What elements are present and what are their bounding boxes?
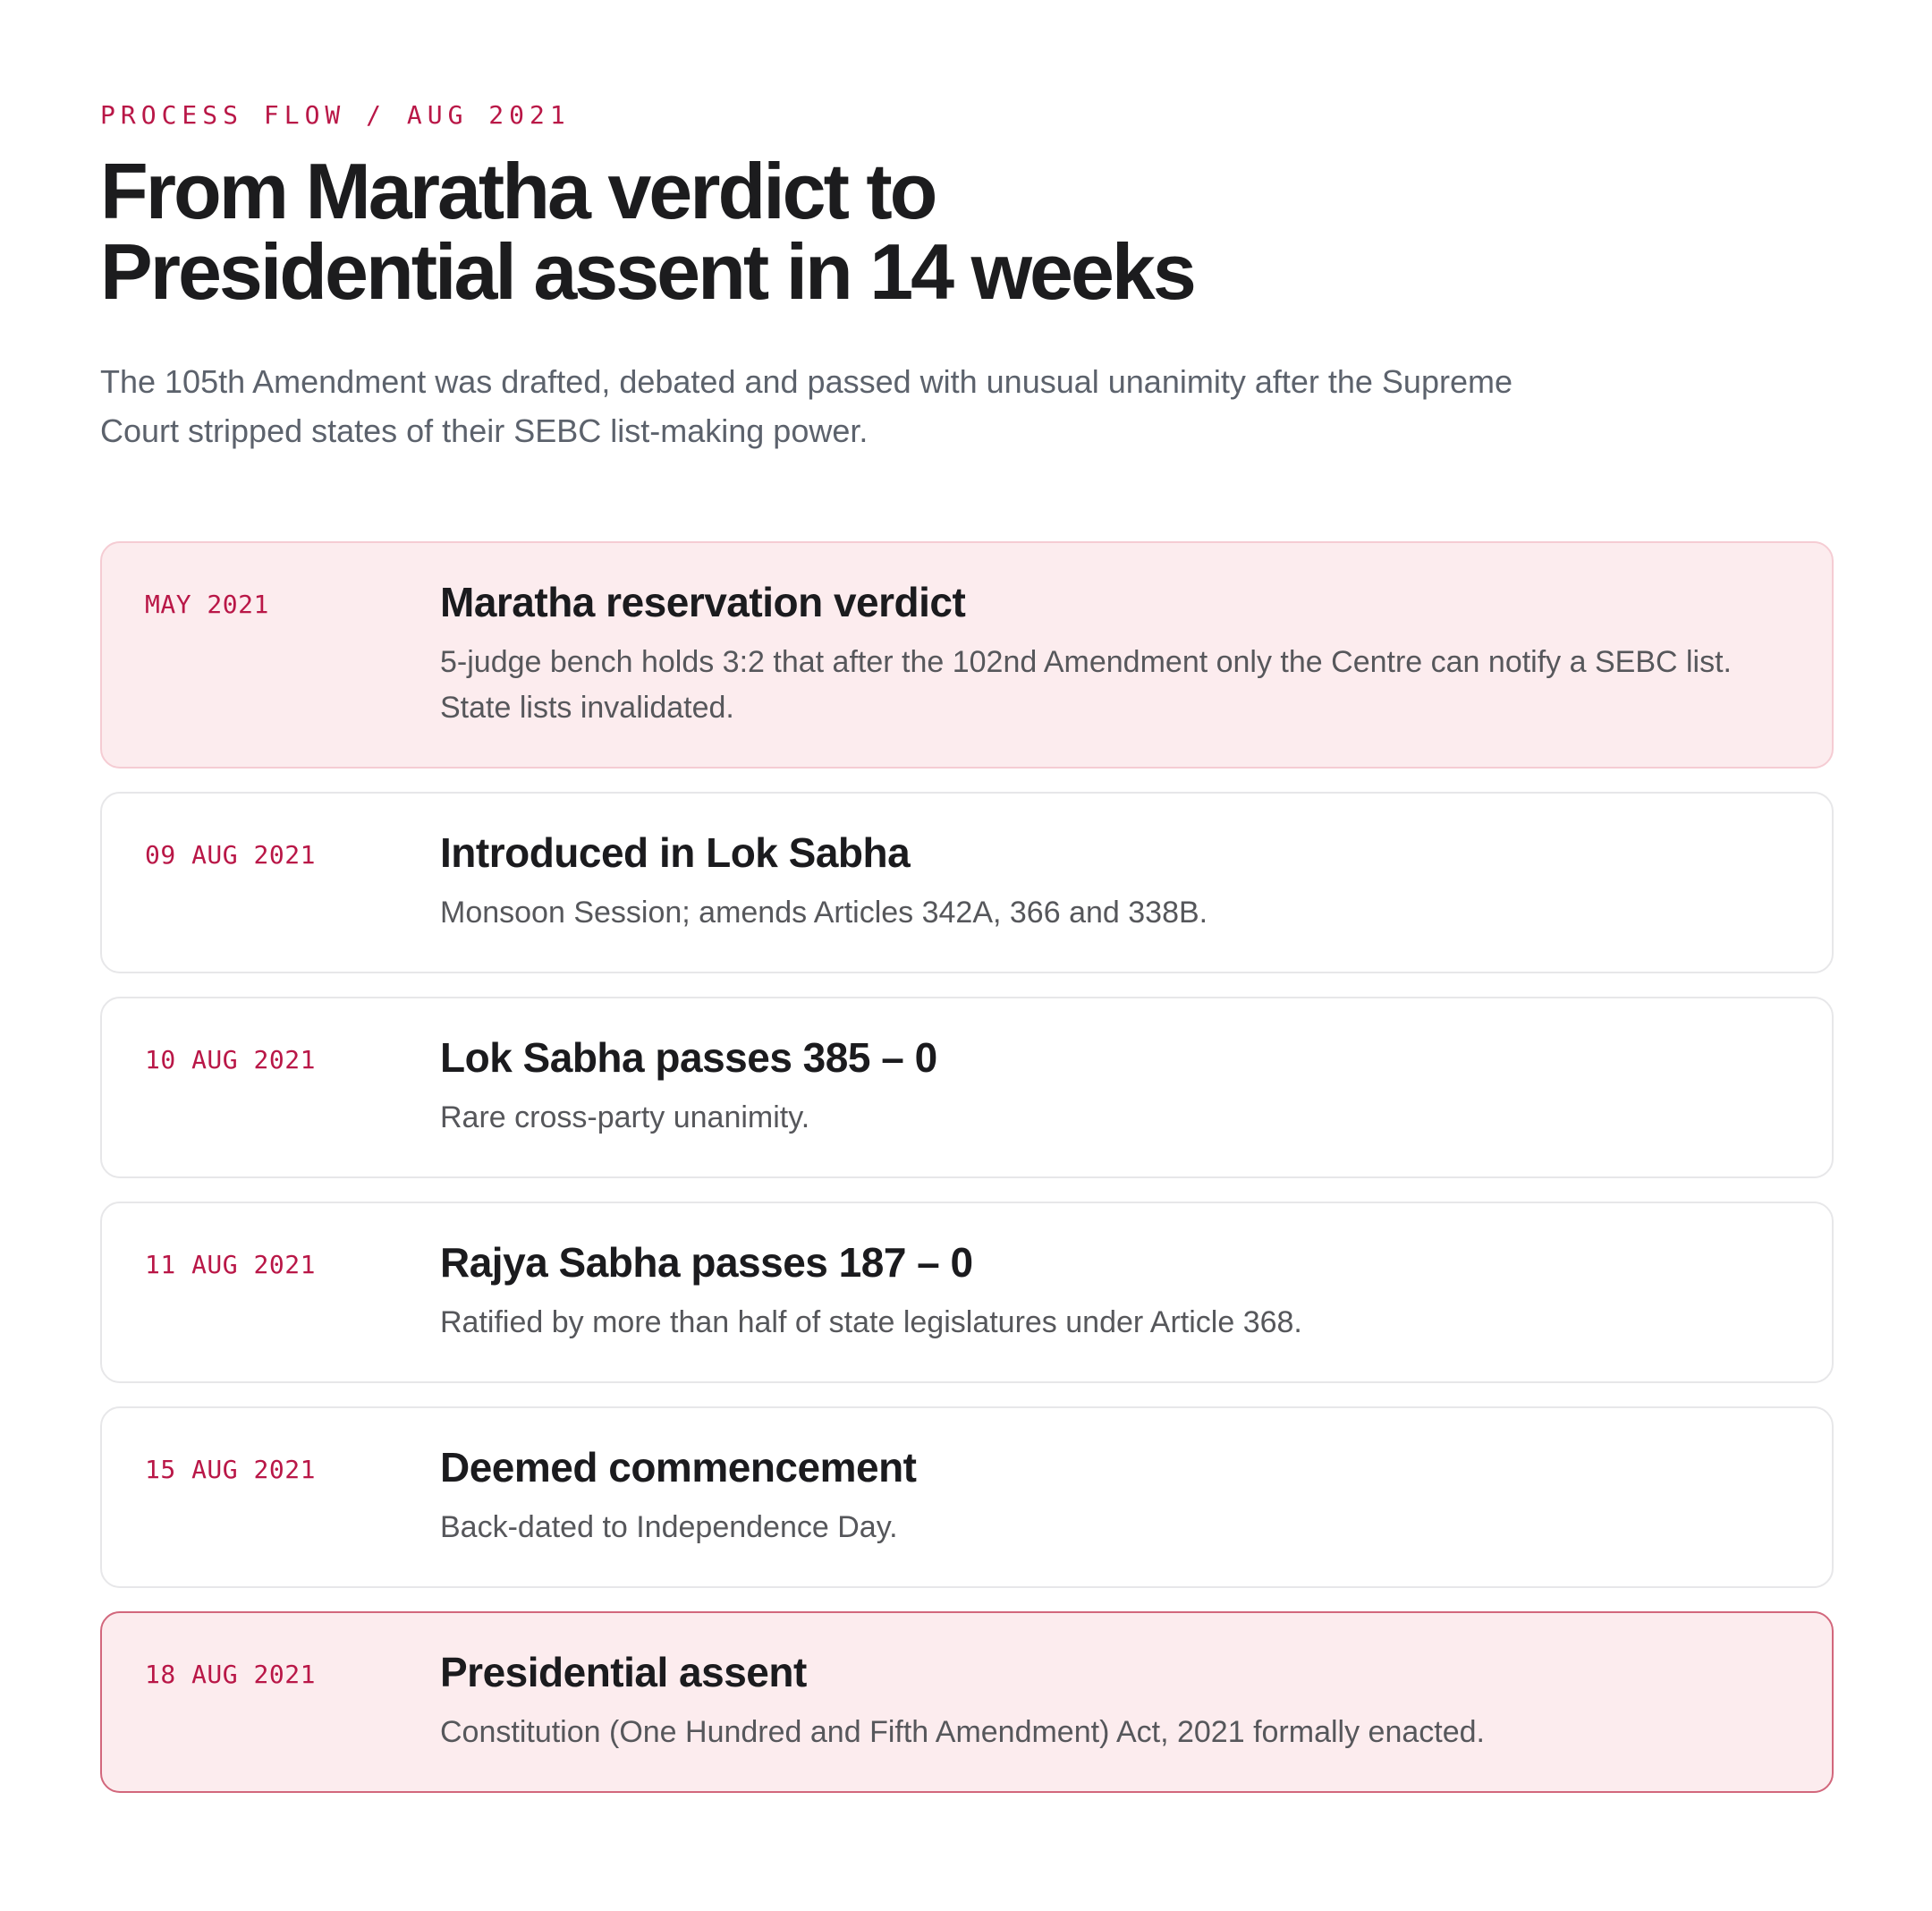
event-date: 09 AUG 2021	[145, 840, 316, 870]
event-title: Deemed commencement	[440, 1444, 917, 1491]
event-content: Rajya Sabha passes 187 – 0 Ratified by m…	[440, 1239, 1789, 1346]
event-description: Monsoon Session; amends Articles 342A, 3…	[440, 896, 1208, 930]
timeline-card-introduced-lok-sabha: 09 AUG 2021 Introduced in Lok Sabha Mons…	[100, 792, 1834, 973]
event-title: Maratha reservation verdict	[440, 579, 966, 625]
page-eyebrow: PROCESS FLOW / AUG 2021	[100, 100, 571, 130]
timeline-card-presidential-assent: 18 AUG 2021 Presidential assent Constitu…	[100, 1611, 1834, 1793]
page-title-line-1: From Maratha verdict to	[100, 147, 937, 235]
event-description: Ratified by more than half of state legi…	[440, 1305, 1302, 1339]
event-title: Lok Sabha passes 385 – 0	[440, 1034, 937, 1081]
event-date: MAY 2021	[145, 590, 269, 619]
page-subtitle: The 105th Amendment was drafted, debated…	[100, 363, 1513, 449]
event-content: Lok Sabha passes 385 – 0 Rare cross-part…	[440, 1034, 1789, 1141]
process-flow-page: PROCESS FLOW / AUG 2021 From Maratha ver…	[100, 100, 1834, 1793]
event-content: Introduced in Lok Sabha Monsoon Session;…	[440, 829, 1789, 936]
event-content: Maratha reservation verdict 5-judge benc…	[440, 579, 1789, 731]
event-date: 15 AUG 2021	[145, 1455, 316, 1484]
event-description: Back-dated to Independence Day.	[440, 1510, 898, 1544]
event-content: Deemed commencement Back-dated to Indepe…	[440, 1444, 1789, 1550]
timeline: MAY 2021 Maratha reservation verdict 5-j…	[100, 541, 1834, 1793]
event-description: Rare cross-party unanimity.	[440, 1100, 810, 1134]
event-title: Rajya Sabha passes 187 – 0	[440, 1239, 973, 1286]
timeline-card-deemed-commencement: 15 AUG 2021 Deemed commencement Back-dat…	[100, 1406, 1834, 1588]
timeline-card-maratha-verdict: MAY 2021 Maratha reservation verdict 5-j…	[100, 541, 1834, 769]
timeline-card-rajya-sabha-passes: 11 AUG 2021 Rajya Sabha passes 187 – 0 R…	[100, 1202, 1834, 1383]
event-description: Constitution (One Hundred and Fifth Amen…	[440, 1715, 1485, 1749]
timeline-card-lok-sabha-passes: 10 AUG 2021 Lok Sabha passes 385 – 0 Rar…	[100, 997, 1834, 1178]
event-content: Presidential assent Constitution (One Hu…	[440, 1649, 1789, 1755]
page-title: From Maratha verdict to Presidential asse…	[100, 151, 1834, 312]
event-title: Presidential assent	[440, 1649, 807, 1695]
page-title-line-2: Presidential assent in 14 weeks	[100, 227, 1197, 316]
event-description: 5-judge bench holds 3:2 that after the 1…	[440, 645, 1733, 725]
event-date: 11 AUG 2021	[145, 1250, 316, 1279]
event-date: 10 AUG 2021	[145, 1045, 316, 1074]
event-date: 18 AUG 2021	[145, 1660, 316, 1689]
event-title: Introduced in Lok Sabha	[440, 829, 911, 876]
